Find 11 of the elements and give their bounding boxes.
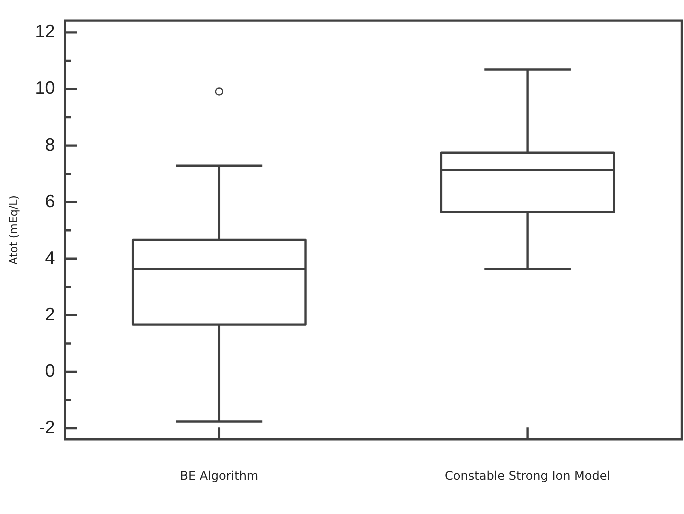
- y-tick-label: 2: [45, 304, 56, 324]
- y-tick-label: 4: [45, 248, 56, 268]
- x-tick-label: BE Algorithm: [180, 468, 259, 483]
- y-tick-label: -2: [39, 418, 56, 438]
- y-axis-title: Atot (mEq/L): [7, 196, 20, 265]
- y-tick-label: 8: [45, 134, 56, 155]
- x-tick-label: Constable Strong Ion Model: [445, 468, 611, 483]
- y-tick-label: 12: [35, 22, 56, 42]
- y-tick-label: 0: [45, 360, 56, 381]
- y-tick-label: 10: [35, 78, 56, 98]
- y-tick-label: 6: [45, 191, 56, 212]
